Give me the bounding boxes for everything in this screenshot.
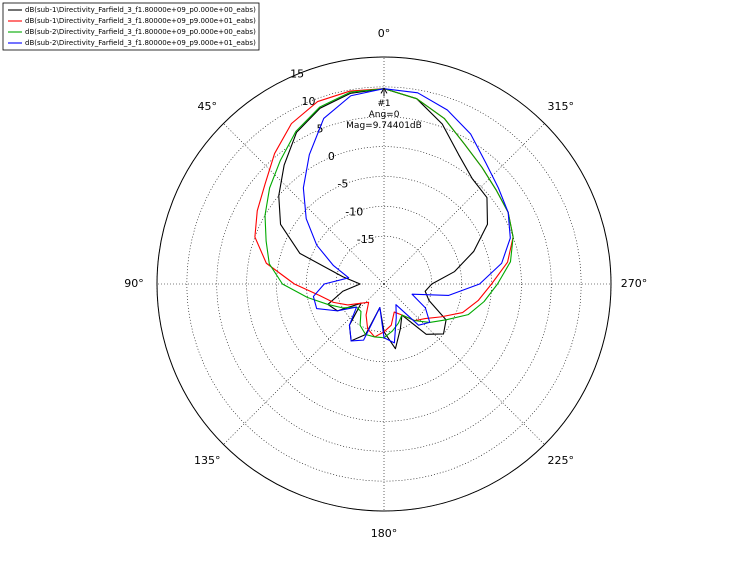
spoke xyxy=(383,123,545,285)
angle-label: 45° xyxy=(197,100,217,113)
angle-label: 270° xyxy=(621,277,648,290)
radial-label: -5 xyxy=(337,178,348,191)
radial-label: -15 xyxy=(357,233,375,246)
radial-label: 0 xyxy=(328,150,335,163)
annotation-arrowhead xyxy=(380,87,388,94)
legend-label: dB(sub-2\Directivity_Farfield_3_f1.80000… xyxy=(25,39,256,47)
angle-label: 90° xyxy=(124,277,144,290)
angle-label: 315° xyxy=(548,100,575,113)
ring xyxy=(216,116,552,452)
angle-label: 135° xyxy=(194,454,221,467)
legend: dB(sub-1\Directivity_Farfield_3_f1.80000… xyxy=(2,2,260,51)
radial-label: -10 xyxy=(345,205,363,218)
angle-label: 0° xyxy=(378,27,391,40)
spoke xyxy=(383,283,545,445)
radial-label: 10 xyxy=(302,95,316,108)
spoke xyxy=(223,123,385,285)
legend-label: dB(sub-2\Directivity_Farfield_3_f1.80000… xyxy=(25,28,256,36)
annotation-text: #1 xyxy=(377,99,390,109)
outer-ring xyxy=(156,56,612,512)
series-line xyxy=(302,88,511,344)
angle-label: 180° xyxy=(371,527,398,540)
spoke xyxy=(223,283,385,445)
legend-label: dB(sub-1\Directivity_Farfield_3_f1.80000… xyxy=(25,17,256,25)
annotation-text: Mag=9.74401dB xyxy=(346,121,422,131)
legend-label: dB(sub-1\Directivity_Farfield_3_f1.80000… xyxy=(25,6,256,14)
ring xyxy=(186,86,582,482)
ring xyxy=(306,206,462,362)
legend-frame xyxy=(2,2,260,51)
ring xyxy=(246,146,522,422)
angle-label: 225° xyxy=(548,454,575,467)
annotation-text: Ang=0 xyxy=(369,110,400,120)
